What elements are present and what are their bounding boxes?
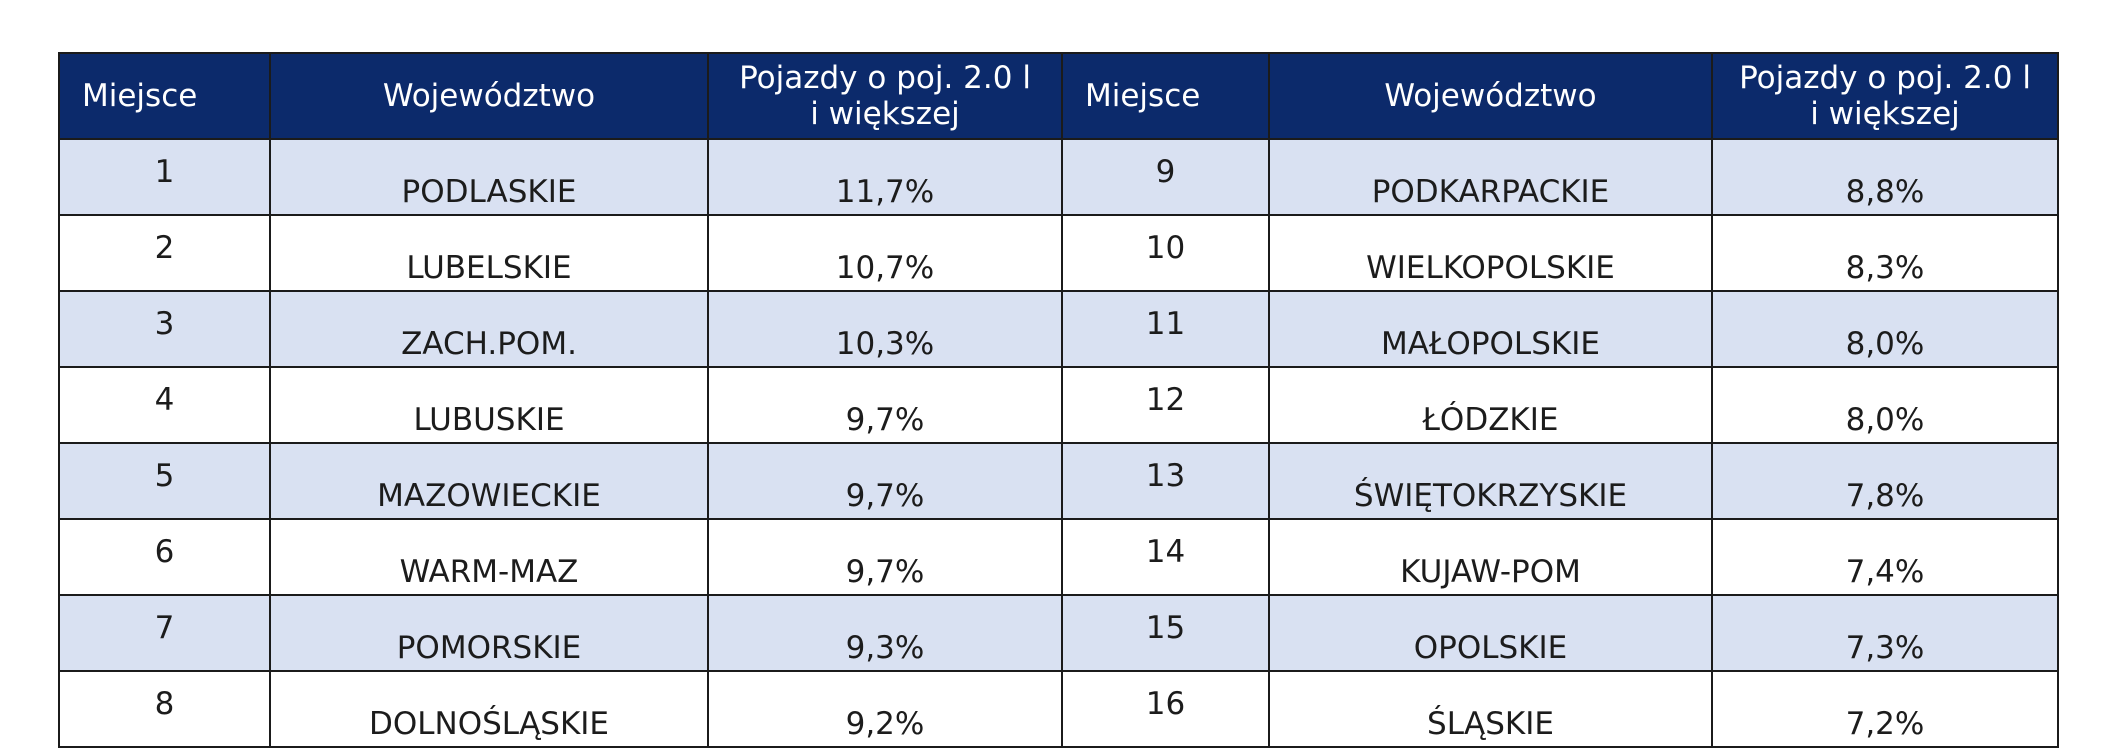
rank-cell: 12 [1061, 366, 1270, 444]
col-header-share-a: Pojazdy o poj. 2.0 l i większej [707, 52, 1063, 140]
share-header-line1: Pojazdy o poj. 2.0 l [739, 60, 1031, 96]
share-header-line2: i większej [1810, 96, 1960, 132]
region-cell: DOLNOŚLĄSKIE [269, 670, 709, 748]
share-cell: 7,3% [1711, 594, 2059, 672]
col-header-region-b: Województwo [1268, 52, 1713, 140]
col-header-rank-a: Miejsce [58, 52, 271, 140]
rank-cell: 5 [58, 442, 271, 520]
table-body: 1 PODLASKIE 11,7% 9 PODKARPACKIE 8,8% 2 … [58, 138, 2059, 748]
rank-cell: 1 [58, 138, 271, 216]
share-cell: 9,7% [707, 442, 1063, 520]
ranking-table: Miejsce Województwo Pojazdy o poj. 2.0 l… [58, 52, 2059, 748]
region-cell: POMORSKIE [269, 594, 709, 672]
region-cell: WIELKOPOLSKIE [1268, 214, 1713, 292]
region-cell: ZACH.POM. [269, 290, 709, 368]
share-cell: 8,3% [1711, 214, 2059, 292]
col-header-share-b: Pojazdy o poj. 2.0 l i większej [1711, 52, 2059, 140]
share-cell: 8,8% [1711, 138, 2059, 216]
rank-cell: 15 [1061, 594, 1270, 672]
region-cell: ŚWIĘTOKRZYSKIE [1268, 442, 1713, 520]
table-row: 3 ZACH.POM. 10,3% 11 MAŁOPOLSKIE 8,0% [58, 290, 2059, 368]
share-cell: 9,3% [707, 594, 1063, 672]
rank-cell: 3 [58, 290, 271, 368]
share-cell: 7,4% [1711, 518, 2059, 596]
rank-cell: 8 [58, 670, 271, 748]
share-cell: 8,0% [1711, 366, 2059, 444]
share-cell: 9,7% [707, 366, 1063, 444]
table-row: 7 POMORSKIE 9,3% 15 OPOLSKIE 7,3% [58, 594, 2059, 672]
header-row: Miejsce Województwo Pojazdy o poj. 2.0 l… [58, 52, 2059, 140]
table-row: 8 DOLNOŚLĄSKIE 9,2% 16 ŚLĄSKIE 7,2% [58, 670, 2059, 748]
share-cell: 9,2% [707, 670, 1063, 748]
region-cell: PODKARPACKIE [1268, 138, 1713, 216]
table-row: 4 LUBUSKIE 9,7% 12 ŁÓDZKIE 8,0% [58, 366, 2059, 444]
region-cell: MAŁOPOLSKIE [1268, 290, 1713, 368]
rank-cell: 10 [1061, 214, 1270, 292]
region-cell: LUBUSKIE [269, 366, 709, 444]
rank-cell: 9 [1061, 138, 1270, 216]
rank-cell: 6 [58, 518, 271, 596]
region-cell: PODLASKIE [269, 138, 709, 216]
rank-cell: 13 [1061, 442, 1270, 520]
region-cell: ŁÓDZKIE [1268, 366, 1713, 444]
table-row: 5 MAZOWIECKIE 9,7% 13 ŚWIĘTOKRZYSKIE 7,8… [58, 442, 2059, 520]
share-cell: 9,7% [707, 518, 1063, 596]
region-cell: MAZOWIECKIE [269, 442, 709, 520]
region-cell: LUBELSKIE [269, 214, 709, 292]
table-row: 2 LUBELSKIE 10,7% 10 WIELKOPOLSKIE 8,3% [58, 214, 2059, 292]
share-cell: 8,0% [1711, 290, 2059, 368]
rank-cell: 14 [1061, 518, 1270, 596]
share-header-line2: i większej [810, 96, 960, 132]
table-row: 6 WARM-MAZ 9,7% 14 KUJAW-POM 7,4% [58, 518, 2059, 596]
share-cell: 11,7% [707, 138, 1063, 216]
col-header-region-a: Województwo [269, 52, 709, 140]
rank-cell: 2 [58, 214, 271, 292]
share-cell: 10,7% [707, 214, 1063, 292]
rank-cell: 4 [58, 366, 271, 444]
region-cell: OPOLSKIE [1268, 594, 1713, 672]
region-cell: ŚLĄSKIE [1268, 670, 1713, 748]
rank-cell: 11 [1061, 290, 1270, 368]
share-cell: 7,8% [1711, 442, 2059, 520]
share-cell: 7,2% [1711, 670, 2059, 748]
col-header-rank-b: Miejsce [1061, 52, 1270, 140]
region-cell: KUJAW-POM [1268, 518, 1713, 596]
share-cell: 10,3% [707, 290, 1063, 368]
share-header-line1: Pojazdy o poj. 2.0 l [1739, 60, 2031, 96]
rank-cell: 16 [1061, 670, 1270, 748]
region-cell: WARM-MAZ [269, 518, 709, 596]
rank-cell: 7 [58, 594, 271, 672]
table-row: 1 PODLASKIE 11,7% 9 PODKARPACKIE 8,8% [58, 138, 2059, 216]
